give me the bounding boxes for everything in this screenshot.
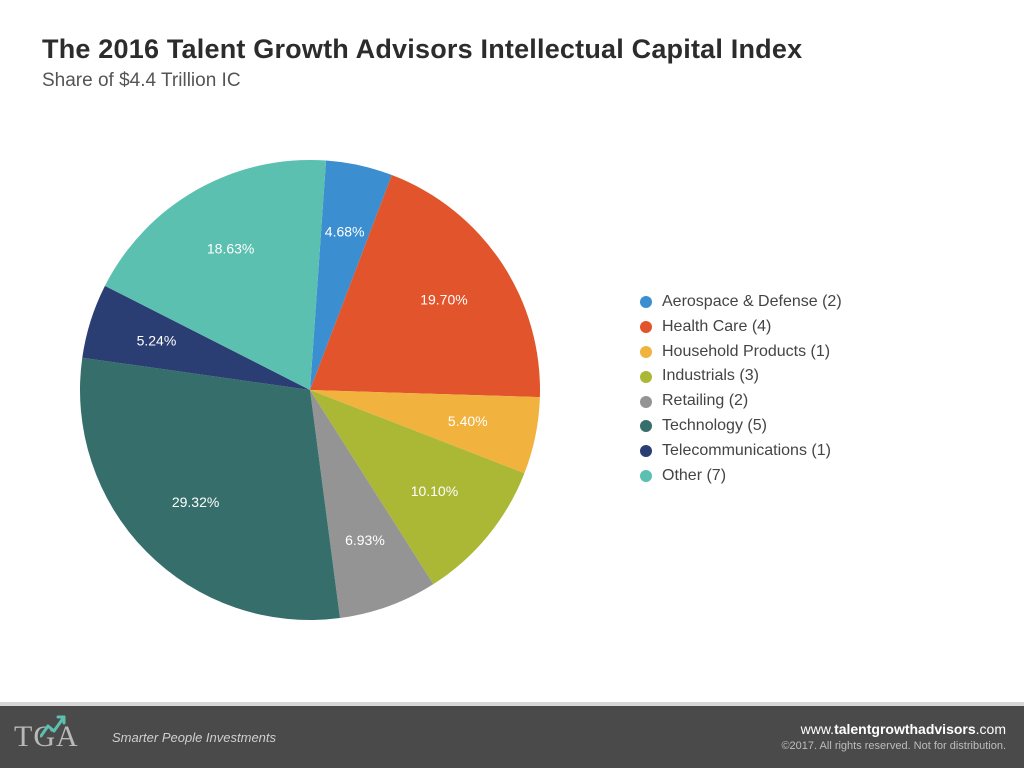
pie-slice-label-healthcare: 19.70% xyxy=(420,291,467,307)
chart-title: The 2016 Talent Growth Advisors Intellec… xyxy=(42,34,802,65)
footer-logo: TGA xyxy=(14,714,86,760)
legend-label-technology: Technology (5) xyxy=(662,414,767,439)
legend-item-healthcare: Health Care (4) xyxy=(640,315,842,340)
legend-label-telecom: Telecommunications (1) xyxy=(662,439,831,464)
legend-item-industrials: Industrials (3) xyxy=(640,364,842,389)
legend-item-telecom: Telecommunications (1) xyxy=(640,439,842,464)
pie-slice-label-telecom: 5.24% xyxy=(137,332,177,348)
legend-item-technology: Technology (5) xyxy=(640,414,842,439)
legend-item-aerospace: Aerospace & Defense (2) xyxy=(640,290,842,315)
pie-slice-label-aerospace: 4.68% xyxy=(325,223,365,239)
legend-label-aerospace: Aerospace & Defense (2) xyxy=(662,290,842,315)
legend-swatch-telecom xyxy=(640,445,652,457)
pie-slice-label-household: 5.40% xyxy=(448,413,488,429)
pie-slice-label-retailing: 6.93% xyxy=(345,532,385,548)
footer-right: www.talentgrowthadvisors.com ©2017. All … xyxy=(781,719,1006,755)
legend-swatch-industrials xyxy=(640,371,652,383)
legend-label-retailing: Retailing (2) xyxy=(662,389,748,414)
footer-url-prefix: www. xyxy=(801,721,834,737)
legend-label-healthcare: Health Care (4) xyxy=(662,315,771,340)
legend-swatch-other xyxy=(640,470,652,482)
pie-slice-label-other: 18.63% xyxy=(207,241,254,257)
legend-label-household: Household Products (1) xyxy=(662,340,830,365)
pie-slice-label-industrials: 10.10% xyxy=(411,483,458,499)
legend-item-household: Household Products (1) xyxy=(640,340,842,365)
legend-swatch-household xyxy=(640,346,652,358)
chart-subtitle: Share of $4.4 Trillion IC xyxy=(42,70,241,92)
legend: Aerospace & Defense (2)Health Care (4)Ho… xyxy=(640,290,842,488)
legend-label-other: Other (7) xyxy=(662,464,726,489)
footer-tagline: Smarter People Investments xyxy=(112,730,276,745)
pie-chart: 4.68% 19.70% 5.40% 10.10% 6.93% 29.32% 5.24% 18… xyxy=(60,130,560,630)
footer-url-suffix: .com xyxy=(976,721,1006,737)
footer-copyright: ©2017. All rights reserved. Not for dist… xyxy=(781,739,1006,755)
legend-swatch-healthcare xyxy=(640,321,652,333)
legend-swatch-aerospace xyxy=(640,296,652,308)
legend-swatch-technology xyxy=(640,420,652,432)
legend-label-industrials: Industrials (3) xyxy=(662,364,759,389)
page: The 2016 Talent Growth Advisors Intellec… xyxy=(0,0,1024,768)
pie-slice-technology xyxy=(80,358,340,620)
legend-swatch-retailing xyxy=(640,396,652,408)
footer-url: www.talentgrowthadvisors.com xyxy=(781,719,1006,739)
footer: TGA Smarter People Investments www.talen… xyxy=(0,702,1024,768)
legend-item-retailing: Retailing (2) xyxy=(640,389,842,414)
footer-url-bold: talentgrowthadvisors xyxy=(834,721,976,737)
arrow-up-icon xyxy=(40,712,70,742)
legend-item-other: Other (7) xyxy=(640,464,842,489)
pie-slice-label-technology: 29.32% xyxy=(172,494,219,510)
